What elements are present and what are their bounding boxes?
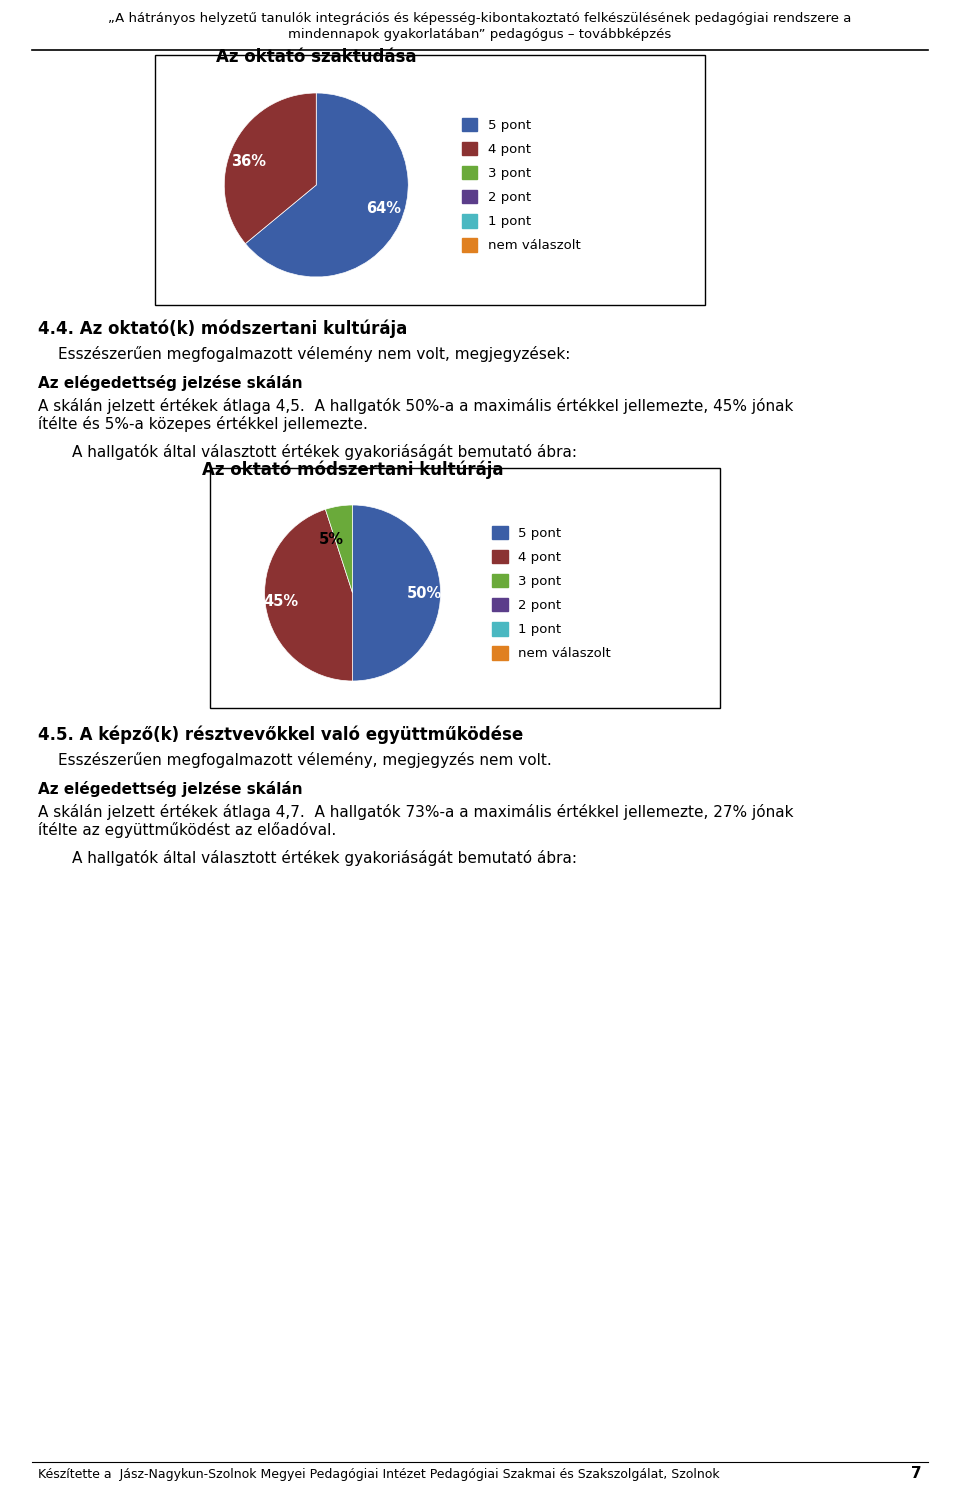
- Text: Esszészerűen megfogalmazott vélemény, megjegyzés nem volt.: Esszészerűen megfogalmazott vélemény, me…: [58, 752, 552, 769]
- Text: ítélte az együttműködést az előadóval.: ítélte az együttműködést az előadóval.: [38, 823, 336, 838]
- Wedge shape: [225, 93, 316, 244]
- Title: Az oktató szaktudása: Az oktató szaktudása: [216, 48, 417, 66]
- Wedge shape: [246, 93, 408, 277]
- Text: A skálán jelzett értékek átlaga 4,5.  A hallgatók 50%-a a maximális értékkel jel: A skálán jelzett értékek átlaga 4,5. A h…: [38, 399, 793, 414]
- Text: 36%: 36%: [231, 153, 266, 168]
- Text: mindennapok gyakorlatában” pedagógus – továbbképzés: mindennapok gyakorlatában” pedagógus – t…: [288, 29, 672, 41]
- Text: A hallgatók által választott értékek gyakoriáságát bemutató ábra:: A hallgatók által választott értékek gya…: [72, 444, 577, 460]
- Bar: [210, 468, 720, 708]
- Text: Az elégedettség jelzése skálán: Az elégedettség jelzése skálán: [38, 374, 302, 391]
- Text: Esszészerűen megfogalmazott vélemény nem volt, megjegyzések:: Esszészerűen megfogalmazott vélemény nem…: [58, 346, 570, 362]
- Legend: 5 pont, 4 pont, 3 pont, 2 pont, 1 pont, nem válaszolt: 5 pont, 4 pont, 3 pont, 2 pont, 1 pont, …: [456, 113, 586, 257]
- Text: ítélte és 5%-a közepes értékkel jellemezte.: ítélte és 5%-a közepes értékkel jellemez…: [38, 417, 368, 432]
- Text: A skálán jelzett értékek átlaga 4,7.  A hallgatók 73%-a a maximális értékkel jel: A skálán jelzett értékek átlaga 4,7. A h…: [38, 805, 794, 820]
- Text: 45%: 45%: [264, 594, 299, 609]
- Wedge shape: [265, 510, 352, 681]
- Text: Az elégedettség jelzése skálán: Az elégedettség jelzése skálán: [38, 781, 302, 797]
- Text: 50%: 50%: [407, 585, 443, 600]
- Text: 5%: 5%: [319, 531, 344, 546]
- Text: 64%: 64%: [366, 202, 401, 217]
- Title: Az oktató módszertani kultúrája: Az oktató módszertani kultúrája: [202, 460, 503, 478]
- Text: „A hátrányos helyzetű tanulók integrációs és képesség-kibontakoztató felkészülés: „A hátrányos helyzetű tanulók integráció…: [108, 12, 852, 26]
- Text: 7: 7: [911, 1466, 922, 1481]
- Wedge shape: [352, 505, 441, 681]
- Wedge shape: [325, 505, 352, 593]
- Text: A hallgatók által választott értékek gyakoriáságát bemutató ábra:: A hallgatók által választott értékek gya…: [72, 850, 577, 866]
- Bar: [155, 56, 705, 305]
- Text: 4.5. A képző(k) résztvevőkkel való együttműködése: 4.5. A képző(k) résztvevőkkel való együt…: [38, 726, 523, 744]
- Legend: 5 pont, 4 pont, 3 pont, 2 pont, 1 pont, nem válaszolt: 5 pont, 4 pont, 3 pont, 2 pont, 1 pont, …: [487, 520, 616, 666]
- Text: Készítette a  Jász-Nagykun-Szolnok Megyei Pedagógiai Intézet Pedagógiai Szakmai : Készítette a Jász-Nagykun-Szolnok Megyei…: [38, 1468, 720, 1481]
- Text: 4.4. Az oktató(k) módszertani kultúrája: 4.4. Az oktató(k) módszertani kultúrája: [38, 320, 407, 338]
